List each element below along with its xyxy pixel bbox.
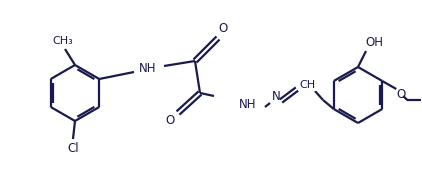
Text: OH: OH	[365, 36, 383, 49]
Text: CH: CH	[299, 80, 315, 90]
Text: O: O	[165, 115, 175, 128]
Text: NH: NH	[239, 98, 257, 111]
Text: O: O	[397, 87, 406, 100]
Text: O: O	[218, 23, 227, 36]
Text: CH₃: CH₃	[53, 36, 73, 46]
Text: NH: NH	[139, 61, 157, 74]
Text: N: N	[272, 91, 280, 104]
Text: Cl: Cl	[67, 141, 79, 154]
